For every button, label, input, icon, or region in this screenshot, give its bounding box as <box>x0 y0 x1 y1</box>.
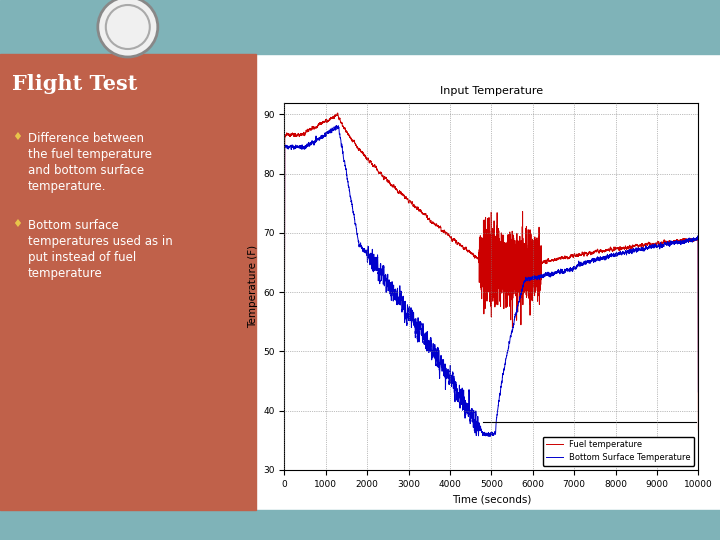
Title: Input Temperature: Input Temperature <box>440 86 543 96</box>
Text: ♦: ♦ <box>12 132 22 142</box>
Text: temperature: temperature <box>28 267 103 280</box>
Fuel temperature <box>694 427 703 433</box>
Y-axis label: Temperature (F): Temperature (F) <box>248 245 258 328</box>
Bottom Surface Temperature <box>301 143 310 150</box>
Fuel temperature <box>525 252 534 259</box>
Text: temperatures used as in: temperatures used as in <box>28 235 173 248</box>
Line: Bottom Surface Temperature: Bottom Surface Temperature <box>284 125 698 436</box>
Fuel temperature <box>333 110 342 116</box>
Fuel temperature <box>430 221 438 227</box>
Legend: Fuel temperature, Bottom Surface Temperature: Fuel temperature, Bottom Surface Tempera… <box>543 437 694 465</box>
Bar <box>0 510 720 540</box>
Bottom Surface Temperature <box>609 250 618 256</box>
Text: temperature.: temperature. <box>28 180 107 193</box>
Bottom Surface Temperature <box>485 433 493 440</box>
Fuel temperature <box>301 131 310 137</box>
Bar <box>0 0 720 54</box>
Bottom Surface Temperature <box>430 352 438 359</box>
Text: ♦: ♦ <box>12 219 22 229</box>
Bottom Surface Temperature <box>332 122 341 129</box>
Bottom Surface Temperature <box>587 259 595 265</box>
Bottom Surface Temperature <box>543 271 552 278</box>
Text: Difference between: Difference between <box>28 132 144 145</box>
Text: Flight Test: Flight Test <box>12 74 138 94</box>
Bottom Surface Temperature <box>525 277 534 284</box>
Text: the fuel temperature: the fuel temperature <box>28 148 152 161</box>
Fuel temperature <box>543 257 552 264</box>
Bar <box>0 54 256 510</box>
Bottom Surface Temperature <box>280 395 289 401</box>
Text: Bottom surface: Bottom surface <box>28 219 119 232</box>
Line: Fuel temperature: Fuel temperature <box>284 113 698 430</box>
Fuel temperature <box>587 249 595 256</box>
X-axis label: Time (seconds): Time (seconds) <box>451 494 531 504</box>
Circle shape <box>98 0 158 57</box>
Bottom Surface Temperature <box>694 389 703 395</box>
Fuel temperature <box>280 370 289 376</box>
Fuel temperature <box>609 246 618 253</box>
Text: and bottom surface: and bottom surface <box>28 164 144 177</box>
Text: put instead of fuel: put instead of fuel <box>28 251 136 264</box>
